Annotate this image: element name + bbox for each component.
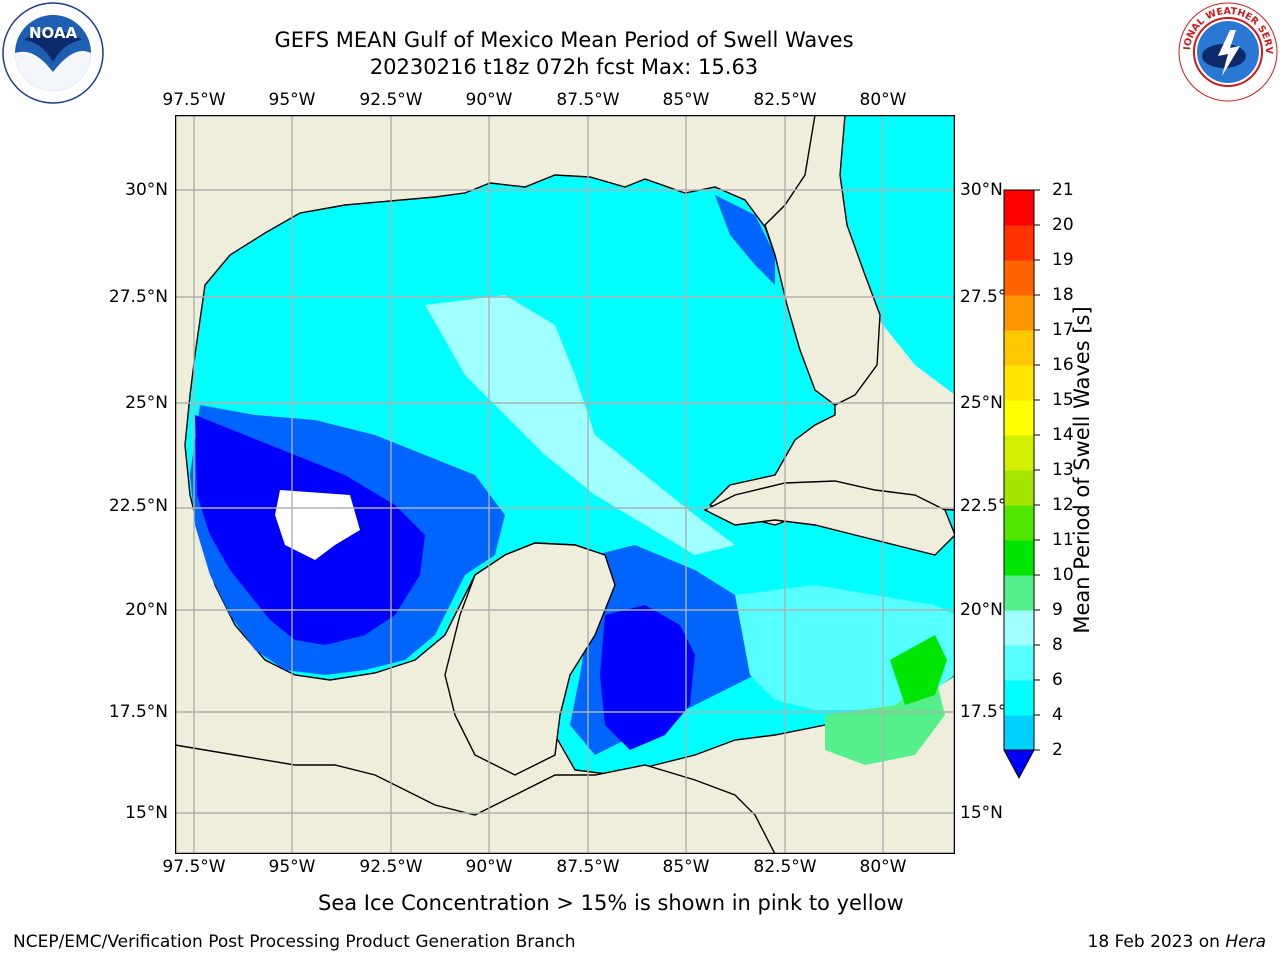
map-svg bbox=[175, 115, 955, 854]
lat-label-left: 22.5°N bbox=[108, 496, 168, 516]
sea-ice-note: Sea Ice Concentration > 15% is shown in … bbox=[318, 891, 904, 915]
lat-label-right: 30°N bbox=[960, 180, 1003, 200]
chart-subtitle: 20230216 t18z 072h fcst Max: 15.63 bbox=[369, 55, 759, 79]
footer-date-text: 18 Feb 2023 on bbox=[1087, 932, 1220, 952]
colorbar-segment bbox=[1004, 330, 1034, 366]
central-america bbox=[175, 744, 776, 854]
lat-label-right: 15°N bbox=[960, 803, 1003, 823]
colorbar-tick-label: 9 bbox=[1052, 600, 1063, 620]
map-panel bbox=[175, 115, 955, 854]
lat-label-left: 17.5°N bbox=[108, 702, 168, 722]
grid-lines bbox=[175, 115, 955, 854]
lon-label-bottom: 85°W bbox=[662, 857, 710, 877]
yucatan-peninsula bbox=[444, 542, 616, 776]
colorbar-tick-label: 18 bbox=[1052, 285, 1074, 305]
lon-label-top: 82.5°W bbox=[753, 90, 817, 110]
colorbar-tick-label: 16 bbox=[1052, 355, 1074, 375]
colorbar-segment bbox=[1004, 190, 1034, 226]
nws-logo: NATIONAL WEATHER SERVICE bbox=[1178, 2, 1278, 102]
footer-date: 18 Feb 2023 on Hera bbox=[1088, 932, 1266, 952]
lon-label-bottom: 82.5°W bbox=[753, 857, 817, 877]
colorbar-segment bbox=[1004, 610, 1034, 646]
colorbar-segment bbox=[1004, 295, 1034, 331]
colorbar-segment bbox=[1004, 400, 1034, 436]
florida-peninsula bbox=[764, 115, 881, 406]
colorbar-segment bbox=[1004, 715, 1034, 751]
colorbar-tick-label: 15 bbox=[1052, 390, 1074, 410]
colorbar-tick-label: 4 bbox=[1052, 705, 1063, 725]
yucatan-channel-core bbox=[600, 605, 695, 750]
colorbar-segment bbox=[1004, 260, 1034, 296]
lon-label-bottom: 90°W bbox=[465, 857, 513, 877]
lat-label-left: 25°N bbox=[125, 393, 168, 413]
lat-label-left: 20°N bbox=[125, 600, 168, 620]
colorbar-segment bbox=[1004, 225, 1034, 261]
lon-label-top: 87.5°W bbox=[556, 90, 620, 110]
colorbar-segment bbox=[1004, 470, 1034, 506]
colorbar-segment bbox=[1004, 680, 1034, 716]
cuba bbox=[703, 480, 955, 556]
colorbar-segment bbox=[1004, 435, 1034, 471]
lon-label-top: 92.5°W bbox=[359, 90, 423, 110]
colorbar-tick-label: 14 bbox=[1052, 425, 1074, 445]
colorbar-segment bbox=[1004, 365, 1034, 401]
colorbar-segment bbox=[1004, 645, 1034, 681]
lat-label-left: 30°N bbox=[125, 180, 168, 200]
mid-gulf-light bbox=[425, 295, 735, 555]
colorbar-tick-label: 13 bbox=[1052, 460, 1074, 480]
lon-label-top: 80°W bbox=[859, 90, 907, 110]
chart-title: GEFS MEAN Gulf of Mexico Mean Period of … bbox=[274, 28, 854, 52]
lat-label-right: 25°N bbox=[960, 393, 1003, 413]
lon-label-bottom: 92.5°W bbox=[359, 857, 423, 877]
lat-label-left: 15°N bbox=[125, 803, 168, 823]
lon-label-top: 85°W bbox=[662, 90, 710, 110]
colorbar-segment bbox=[1004, 540, 1034, 576]
colorbar-under-triangle bbox=[1003, 749, 1035, 780]
colorbar-segment bbox=[1004, 575, 1034, 611]
colorbar-tick-label: 17 bbox=[1052, 320, 1074, 340]
colorbar-tick-label: 12 bbox=[1052, 495, 1074, 515]
lon-label-bottom: 97.5°W bbox=[162, 857, 226, 877]
lon-label-bottom: 80°W bbox=[859, 857, 907, 877]
lon-label-top: 95°W bbox=[268, 90, 316, 110]
lon-label-bottom: 87.5°W bbox=[556, 857, 620, 877]
lon-label-top: 90°W bbox=[465, 90, 513, 110]
footer-credit: NCEP/EMC/Verification Post Processing Pr… bbox=[13, 932, 576, 952]
caribbean-bright-green bbox=[890, 635, 947, 705]
ne-gulf-shelf bbox=[715, 195, 775, 285]
colorbar bbox=[1000, 185, 1040, 785]
colorbar-tick-label: 11 bbox=[1052, 530, 1074, 550]
colorbar-svg bbox=[1003, 189, 1040, 780]
lat-label-right: 20°N bbox=[960, 600, 1003, 620]
lon-label-top: 97.5°W bbox=[162, 90, 226, 110]
colorbar-tick-label: 21 bbox=[1052, 180, 1074, 200]
colorbar-tick-label: 8 bbox=[1052, 635, 1063, 655]
atlantic-water bbox=[835, 115, 955, 395]
colorbar-tick-label: 6 bbox=[1052, 670, 1063, 690]
lat-label-left: 27.5°N bbox=[108, 287, 168, 307]
colorbar-tick-label: 10 bbox=[1052, 565, 1074, 585]
noaa-logo: NOAA bbox=[2, 2, 104, 104]
noaa-logo-text: NOAA bbox=[29, 24, 78, 42]
colorbar-tick-label: 19 bbox=[1052, 250, 1074, 270]
colorbar-segment bbox=[1004, 505, 1034, 541]
map-frame bbox=[175, 115, 955, 854]
colorbar-label: Mean Period of Swell Waves [s] bbox=[1070, 306, 1094, 634]
lon-label-bottom: 95°W bbox=[268, 857, 316, 877]
colorbar-tick-label: 20 bbox=[1052, 215, 1074, 235]
footer-host: Hera bbox=[1225, 932, 1266, 952]
colorbar-tick-label: 2 bbox=[1052, 740, 1063, 760]
